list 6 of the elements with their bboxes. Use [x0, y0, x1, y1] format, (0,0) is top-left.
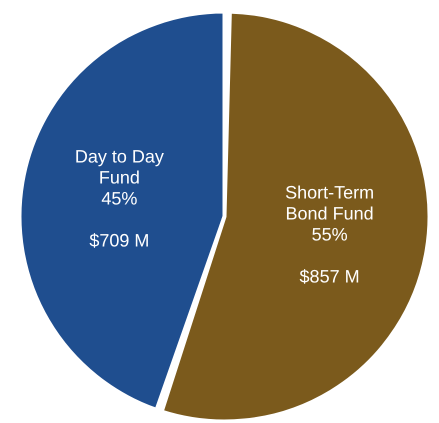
text: $709 M [89, 230, 150, 251]
data-label: 55% [312, 224, 348, 244]
data-label: 45% [101, 188, 138, 209]
text: $857 M [300, 266, 360, 286]
slice-label: Day to Day Fund [74, 146, 164, 188]
slice-label: Short-Term Bond Fund [285, 182, 374, 224]
